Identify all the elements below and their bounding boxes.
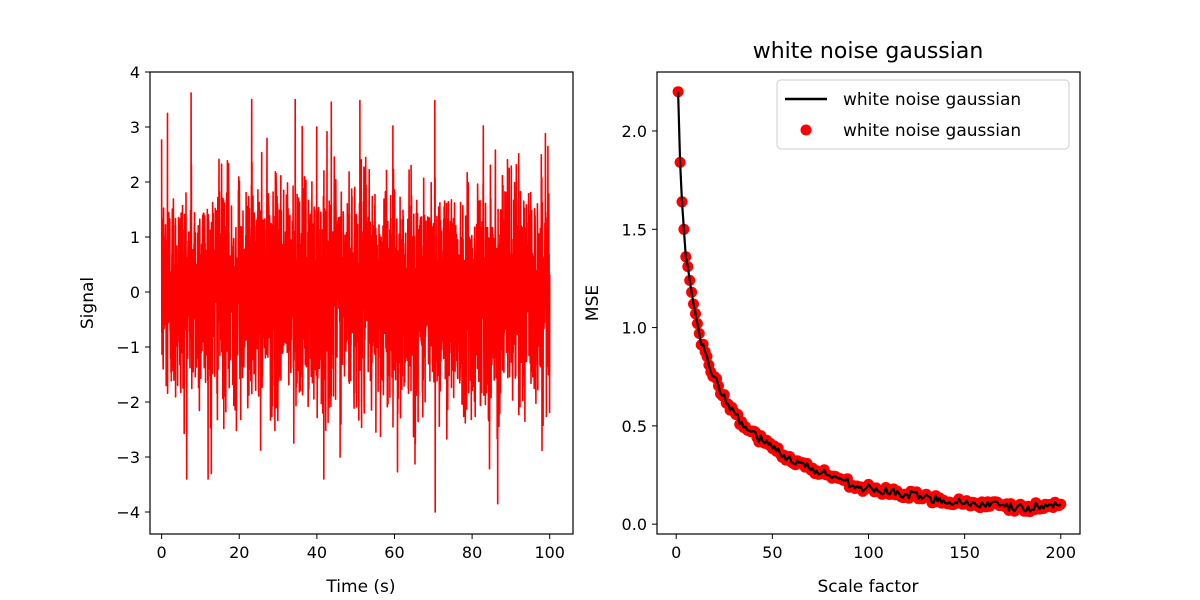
x-tick-label: 50 (762, 543, 782, 562)
y-tick-label: 4 (130, 63, 140, 82)
signal-y-axis-label: Signal (78, 277, 98, 329)
y-tick-label: −2 (116, 393, 140, 412)
x-tick-label: 100 (853, 543, 884, 562)
y-tick-label: 0.0 (622, 515, 647, 534)
signal-panel: 0 20 40 60 80 100 −4 −3 −2 −1 0 1 2 3 4 Time (s) Signa… (78, 63, 574, 597)
y-tick-label: 1 (130, 228, 140, 247)
y-tick-label: 0.5 (622, 417, 647, 436)
legend-line-label: white noise gaussian (843, 90, 1021, 110)
mse-x-axis-label: Scale factor (818, 577, 919, 597)
mse-chart-title: white noise gaussian (753, 39, 984, 64)
signal-x-axis-label: Time (s) (325, 577, 395, 597)
y-tick-label: −1 (116, 338, 140, 357)
x-tick-label: 0 (157, 543, 167, 562)
y-tick-label: 1.0 (622, 319, 647, 338)
x-tick-label: 20 (229, 543, 249, 562)
x-tick-label: 60 (384, 543, 404, 562)
y-tick-label: 1.5 (622, 220, 647, 239)
x-tick-label: 80 (462, 543, 482, 562)
mse-ticks: 0 50 100 150 200 0.0 0.5 1.0 1.5 2.0 (622, 122, 1076, 562)
y-tick-label: 3 (130, 118, 140, 137)
mse-y-axis-label: MSE (583, 285, 603, 321)
mse-legend: white noise gaussian white noise gaussia… (776, 79, 1070, 150)
y-tick-label: 2 (130, 173, 140, 192)
signal-line (160, 92, 551, 513)
x-tick-label: 0 (671, 543, 681, 562)
y-tick-label: 2.0 (622, 122, 647, 141)
x-tick-label: 40 (307, 543, 327, 562)
y-tick-label: 0 (130, 283, 140, 302)
legend-scatter-label: white noise gaussian (843, 121, 1021, 141)
signal-ticks: 0 20 40 60 80 100 −4 −3 −2 −1 0 1 2 3 4 (116, 63, 565, 562)
signal-axes-frame (149, 71, 574, 535)
y-tick-label: −3 (116, 448, 140, 467)
y-tick-label: −4 (116, 503, 140, 522)
x-tick-label: 150 (949, 543, 980, 562)
mse-panel: white noise gaussian 0 50 100 150 200 0.0 0.5 1… (583, 39, 1081, 597)
signal-series (160, 92, 551, 513)
x-tick-label: 200 (1045, 543, 1076, 562)
legend-scatter-swatch (800, 124, 812, 136)
mse-line-series (677, 91, 1062, 513)
legend-box (776, 79, 1070, 150)
x-tick-label: 100 (534, 543, 565, 562)
mse-line (677, 91, 1062, 513)
